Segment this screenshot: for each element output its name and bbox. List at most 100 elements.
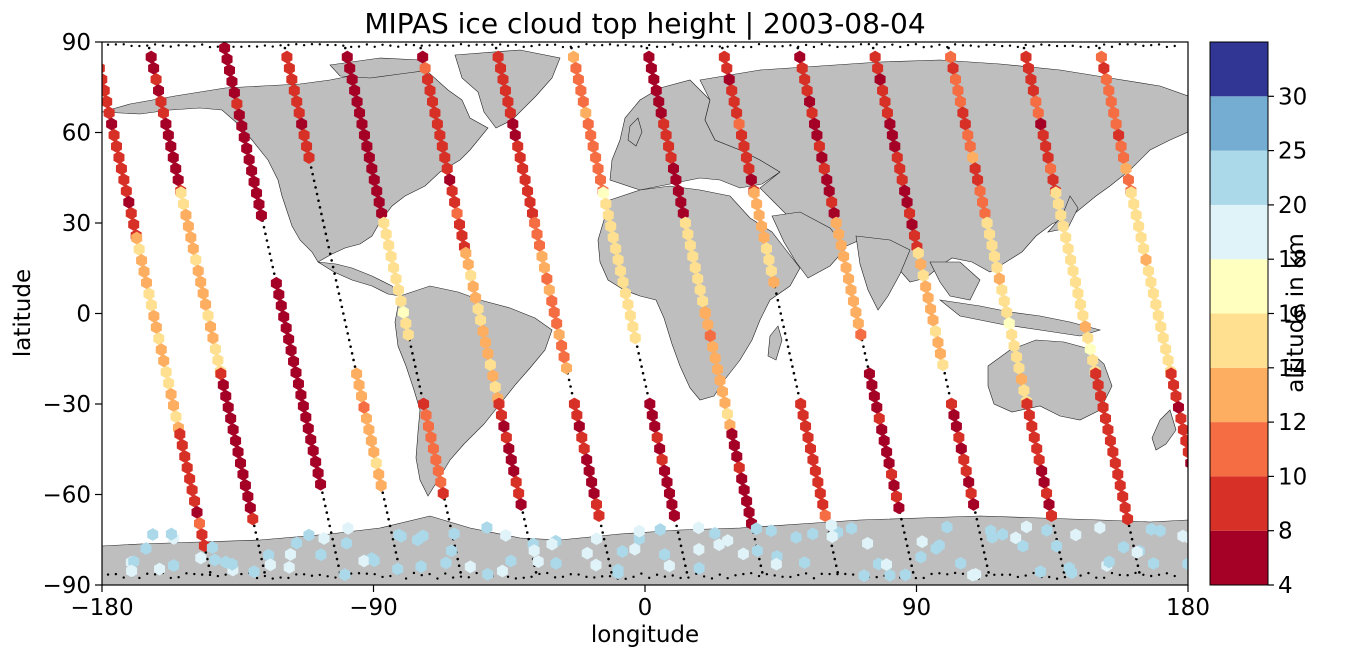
track-point — [646, 391, 649, 395]
track-point — [757, 574, 761, 578]
track-point — [797, 45, 800, 48]
land-antarctica — [102, 515, 1188, 585]
track-point — [146, 572, 149, 575]
colorbar-segment — [1210, 367, 1268, 423]
cloud-marker — [1190, 479, 1201, 492]
track-point — [268, 252, 272, 256]
track-point — [1136, 564, 1140, 567]
track-point — [525, 531, 529, 534]
track-point — [922, 576, 925, 580]
track-point — [1203, 525, 1206, 528]
track-point — [261, 564, 265, 567]
y-tick-label: 60 — [62, 121, 91, 147]
track-point — [385, 511, 389, 514]
track-point — [373, 45, 376, 49]
track-point — [1095, 44, 1098, 48]
track-point — [702, 45, 706, 48]
track-point — [776, 298, 780, 302]
track-point — [851, 45, 855, 48]
track-point — [315, 192, 319, 196]
track-point — [216, 45, 220, 48]
track-point — [349, 45, 353, 49]
track-point — [546, 43, 549, 47]
track-point — [321, 219, 325, 222]
track-point — [387, 517, 390, 521]
track-point — [985, 574, 988, 577]
y-tick-label: −90 — [42, 573, 91, 599]
track-point — [456, 557, 459, 561]
track-point — [1055, 537, 1058, 541]
track-point — [200, 43, 204, 46]
colorbar-tick-label: 16 — [1278, 302, 1307, 328]
track-point — [524, 524, 528, 528]
track-point — [797, 573, 800, 577]
track-point — [436, 577, 439, 580]
track-point — [648, 43, 651, 47]
track-point — [1132, 544, 1135, 548]
colorbar-segment — [1210, 96, 1268, 151]
track-point — [328, 524, 332, 528]
track-point — [1098, 46, 1101, 50]
track-point — [318, 206, 322, 209]
track-point — [272, 272, 276, 275]
track-point — [781, 45, 784, 48]
track-point — [930, 45, 933, 48]
track-point — [1193, 478, 1196, 481]
track-point — [404, 43, 408, 46]
track-point — [608, 564, 612, 567]
track-point — [335, 557, 339, 561]
track-point — [1202, 518, 1205, 521]
track-point — [388, 524, 392, 528]
track-point — [193, 572, 196, 576]
track-point — [655, 45, 659, 48]
track-point — [283, 46, 287, 50]
track-point — [365, 43, 369, 46]
track-point — [685, 571, 689, 574]
track-point — [389, 44, 392, 47]
track-point — [1110, 45, 1114, 49]
track-point — [777, 305, 781, 309]
track-point — [324, 232, 328, 236]
track-point — [334, 43, 337, 47]
track-point — [836, 572, 839, 576]
track-point — [1118, 42, 1122, 46]
track-point — [232, 45, 235, 49]
track-point — [287, 576, 290, 580]
track-point — [812, 577, 816, 580]
track-point — [875, 575, 878, 579]
track-point — [577, 45, 580, 48]
track-point — [871, 46, 875, 50]
track-point — [381, 43, 384, 47]
track-point — [255, 537, 259, 541]
track-point — [382, 498, 386, 501]
track-point — [328, 252, 332, 256]
track-point — [318, 573, 322, 577]
track-point — [947, 391, 951, 395]
track-point — [742, 45, 745, 49]
track-point — [1200, 511, 1203, 514]
track-point — [648, 576, 651, 580]
track-point — [663, 45, 667, 49]
y-tick-label: −60 — [42, 483, 91, 509]
track-point — [522, 576, 525, 579]
track-point — [640, 572, 643, 575]
track-point — [922, 45, 925, 49]
track-point — [538, 43, 541, 47]
track-point — [475, 43, 478, 46]
track-point — [318, 43, 322, 46]
track-point — [106, 43, 110, 46]
track-point — [302, 573, 306, 576]
track-point — [397, 45, 400, 48]
track-point — [138, 576, 141, 580]
track-point — [734, 44, 737, 48]
track-point — [906, 43, 910, 47]
track-point — [302, 43, 306, 47]
track-point — [200, 573, 204, 576]
track-point — [786, 345, 790, 348]
track-point — [147, 46, 151, 50]
track-point — [984, 557, 987, 561]
track-point — [765, 44, 769, 48]
track-point — [905, 544, 909, 548]
track-point — [1138, 571, 1141, 574]
track-point — [444, 572, 447, 575]
